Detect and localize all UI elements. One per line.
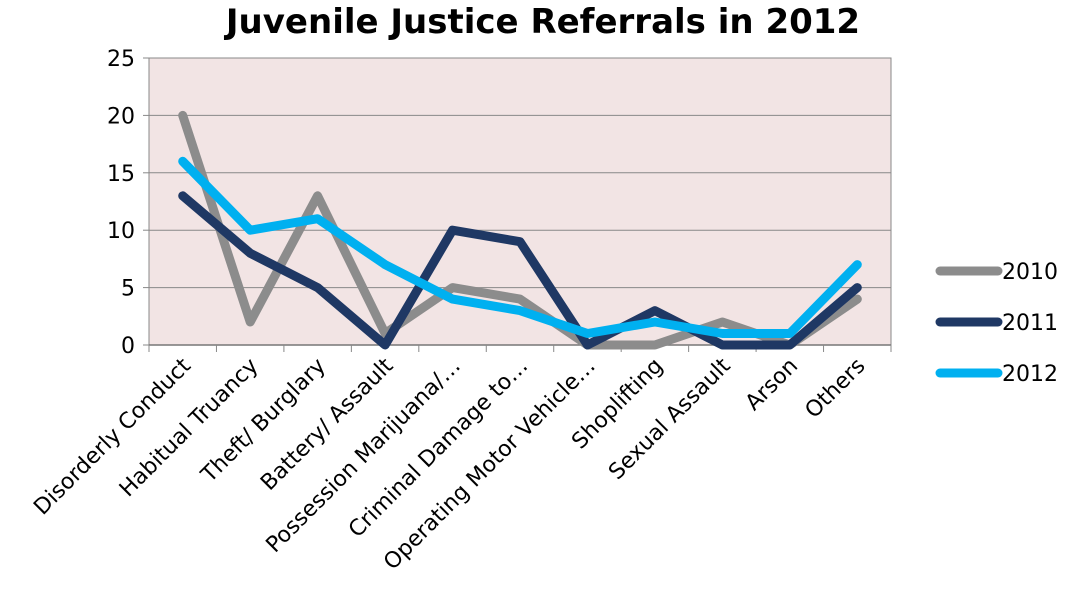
x-tick-label: Arson bbox=[741, 354, 803, 416]
y-tick-label: 25 bbox=[107, 47, 135, 72]
chart-title: Juvenile Justice Referrals in 2012 bbox=[225, 2, 861, 42]
y-tick-label: 10 bbox=[107, 219, 135, 244]
y-tick-label: 20 bbox=[107, 104, 135, 129]
legend-label: 2011 bbox=[1002, 311, 1058, 336]
x-tick-label: Others bbox=[801, 354, 871, 424]
y-tick-label: 0 bbox=[121, 334, 135, 359]
x-tick-label: Theft/ Burglary bbox=[196, 354, 331, 489]
legend-label: 2012 bbox=[1002, 362, 1058, 387]
x-tick-label: Sexual Assault bbox=[604, 353, 736, 485]
y-tick-label: 5 bbox=[121, 277, 135, 302]
legend-label: 2010 bbox=[1002, 260, 1058, 285]
y-tick-label: 15 bbox=[107, 162, 135, 187]
